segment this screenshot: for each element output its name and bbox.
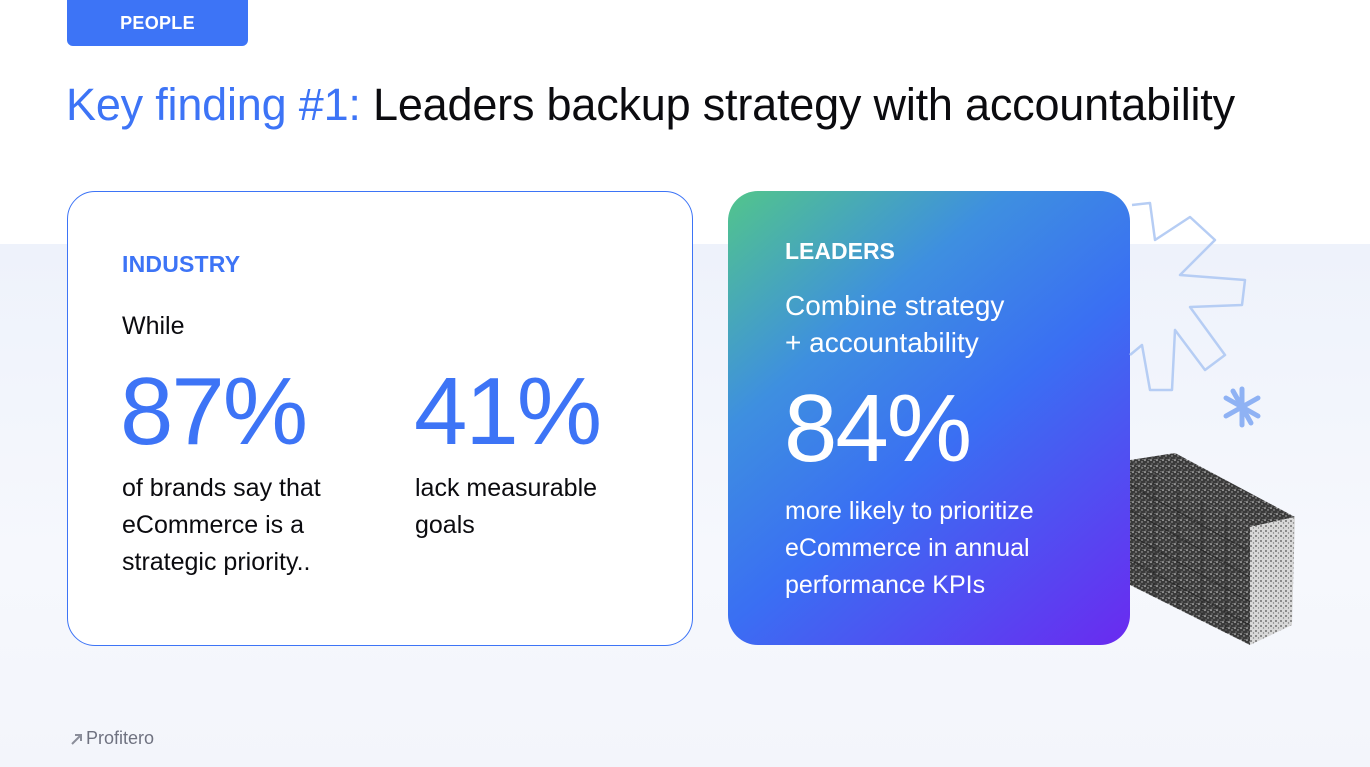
- title-rest: Leaders backup strategy with accountabil…: [360, 79, 1235, 130]
- stat-87-line: of brands say that: [122, 474, 321, 502]
- stat-41-value: 41%: [414, 358, 602, 465]
- stat-41-description: lack measurable goals: [415, 470, 597, 544]
- decoration-graphic: [1129, 201, 1295, 645]
- stat-87-value: 87%: [120, 358, 308, 465]
- stat-87-line: strategic priority..: [122, 548, 311, 576]
- leaders-label: LEADERS: [785, 238, 895, 264]
- leaders-line: eCommerce in annual: [785, 534, 1030, 562]
- industry-label: INDUSTRY: [122, 251, 241, 277]
- stat-87-line: eCommerce is a: [122, 511, 304, 539]
- leaders-line: performance KPIs: [785, 571, 986, 599]
- logo-text: Profitero: [86, 728, 155, 748]
- industry-intro: While: [122, 312, 185, 340]
- leaders-headline-line: Combine strategy: [785, 290, 1005, 321]
- leaders-stat-value: 84%: [784, 375, 972, 482]
- stat-41-line: lack measurable: [415, 474, 598, 502]
- profitero-logo: Profitero: [70, 728, 154, 749]
- stat-41-line: goals: [415, 511, 475, 539]
- asterisk-icon: [1223, 386, 1261, 428]
- arrow-logo-icon: [71, 733, 82, 745]
- section-tag: PEOPLE: [67, 0, 248, 46]
- title-accent: Key finding #1:: [66, 79, 361, 130]
- leaders-card: LEADERS Combine strategy + accountabilit…: [728, 191, 1130, 645]
- leaders-headline-line: + accountability: [785, 327, 979, 358]
- stat-87-description: of brands say that eCommerce is a strate…: [122, 470, 321, 581]
- outline-star-icon: [1129, 201, 1247, 392]
- industry-card: INDUSTRY While 87% of brands say that eC…: [67, 191, 693, 646]
- page-title: Key finding #1: Leaders backup strategy …: [66, 78, 1235, 132]
- grid-cube-icon: [1129, 453, 1295, 645]
- leaders-stat-description: more likely to prioritize eCommerce in a…: [785, 493, 1034, 604]
- leaders-line: more likely to prioritize: [785, 497, 1034, 525]
- leaders-headline: Combine strategy + accountability: [785, 287, 1004, 361]
